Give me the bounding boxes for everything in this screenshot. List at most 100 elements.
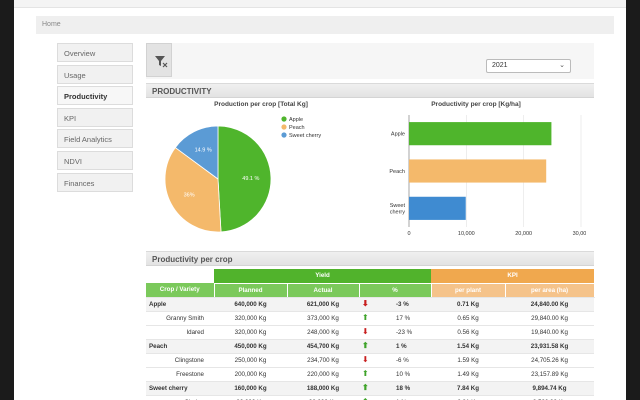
- table-row[interactable]: Clingstone 250,000 Kg 234,700 Kg ⬇ -6 % 1.59 …: [146, 353, 595, 368]
- filter-bar: 2021 ⌄: [146, 43, 594, 79]
- pie-data-label: 14.9 %: [195, 148, 212, 154]
- cell-per-area: 19,840.00 Kg: [505, 325, 595, 340]
- cell-per-area: 24,705.26 Kg: [505, 353, 595, 368]
- cell-crop-name: Granny Smith: [146, 311, 214, 326]
- cell-per-plant: 0.56 Kg: [431, 325, 506, 340]
- bar-chart-title: Productivity per crop [Kg/ha]: [431, 101, 521, 108]
- pie-data-label: 49.1 %: [242, 176, 259, 182]
- cell-per-area: 8,526.32 Kg: [505, 395, 595, 400]
- col-header-per-area: per area (ha): [505, 283, 595, 298]
- pie-slice-peach[interactable]: [164, 147, 222, 233]
- productivity-section-header: PRODUCTIVITY: [146, 83, 594, 98]
- cell-per-plant: 6.81 Kg: [431, 395, 506, 400]
- cell-trend: ⬇ -6 %: [359, 353, 432, 368]
- cell-percent: -3 %: [396, 301, 409, 308]
- cell-per-plant: 1.54 Kg: [431, 339, 506, 354]
- cell-percent: 1 %: [396, 343, 407, 350]
- breadcrumb-home-link[interactable]: Home: [42, 21, 61, 28]
- cell-crop-name: Clingstone: [146, 353, 214, 368]
- cell-planned: 200,000 Kg: [214, 367, 287, 382]
- sidebar-item-productivity[interactable]: Productivity: [57, 86, 133, 106]
- device-frame-left: [0, 0, 14, 400]
- cell-per-area: 9,894.74 Kg: [505, 381, 595, 396]
- pie-slice-apple[interactable]: [217, 125, 272, 233]
- cell-planned: 640,000 Kg: [214, 297, 287, 312]
- arrow-up-icon: ⬆: [362, 383, 369, 392]
- sidebar-item-finances[interactable]: Finances: [57, 172, 133, 192]
- col-header-planned: Planned: [214, 283, 288, 298]
- bar-x-tick-label: 30,000: [573, 231, 586, 237]
- pie-slice-sweet-cherry[interactable]: [174, 125, 219, 180]
- cell-percent: -23 %: [396, 329, 413, 336]
- clear-filter-button[interactable]: [146, 43, 172, 77]
- bar-sweet-cherry[interactable]: [409, 196, 466, 220]
- cell-per-area: 24,840.00 Kg: [505, 297, 595, 312]
- table-row[interactable]: Chelan80,000 Kg98,000 Kg⬆1 %6.81 Kg8,526…: [146, 395, 595, 400]
- cell-per-area: 23,931.58 Kg: [505, 339, 595, 354]
- col-header-crop: Crop / Variety: [146, 283, 215, 298]
- arrow-up-icon: ⬆: [362, 341, 369, 350]
- yield-group-header: Yield: [214, 269, 432, 284]
- bar-x-tick-label: 0: [407, 231, 410, 237]
- breadcrumb: Home: [36, 16, 614, 34]
- year-select[interactable]: 2021 ⌄: [486, 59, 571, 73]
- arrow-up-icon: ⬆: [362, 369, 369, 378]
- cell-crop-name: Freestone: [146, 367, 214, 382]
- table-row[interactable]: Peach 450,000 Kg 454,700 Kg ⬆ 1 % 1.54 Kg 23,9…: [146, 339, 595, 354]
- device-frame-right: [626, 0, 640, 400]
- cell-planned: 160,000 Kg: [214, 381, 287, 396]
- cell-trend: ⬇ -23 %: [359, 325, 432, 340]
- col-header-per-plant: per plant: [431, 283, 506, 298]
- chevron-down-icon: ⌄: [559, 62, 565, 69]
- cell-per-plant: 0.65 Kg: [431, 311, 506, 326]
- app-screen: Home Overview Usage Productivity KPI Fie…: [14, 0, 626, 400]
- cell-planned: 80,000 Kg: [214, 395, 287, 400]
- bar-x-tick-label: 20,000: [515, 231, 532, 237]
- sidebar-item-overview[interactable]: Overview: [57, 43, 133, 62]
- sidebar-item-field-analytics[interactable]: Field Analytics: [57, 129, 133, 149]
- cell-actual: 373,000 Kg: [287, 311, 359, 326]
- cell-actual: 234,700 Kg: [287, 353, 359, 368]
- cell-crop-name: Chelan: [146, 395, 214, 400]
- arrow-down-icon: ⬇: [362, 299, 369, 308]
- cell-actual: 248,000 Kg: [287, 325, 359, 340]
- arrow-down-icon: ⬇: [362, 327, 369, 336]
- sidebar-item-usage[interactable]: Usage: [57, 64, 133, 84]
- pie-data-label: 36%: [184, 193, 195, 199]
- legend-label: Sweet cherry: [289, 133, 321, 139]
- cell-per-area: 23,157.89 Kg: [505, 367, 595, 382]
- cell-trend: ⬆ 17 %: [359, 311, 432, 326]
- table-row[interactable]: Apple 640,000 Kg 621,000 Kg ⬇ -3 % 0.71 Kg 24,…: [146, 297, 595, 312]
- cell-actual: 621,000 Kg: [287, 297, 359, 312]
- col-header-percent: %: [359, 283, 432, 298]
- cell-planned: 450,000 Kg: [214, 339, 287, 354]
- legend-swatch: [281, 124, 287, 130]
- table-row[interactable]: Freestone 200,000 Kg 220,000 Kg ⬆ 10 % 1.49 K…: [146, 367, 595, 382]
- cell-percent: -6 %: [396, 357, 409, 364]
- pie-chart-title: Production per crop [Total Kg]: [214, 101, 308, 108]
- table-row[interactable]: Sweet cherry 160,000 Kg 188,000 Kg ⬆ 18 % 7.8…: [146, 381, 595, 396]
- cell-per-plant: 1.49 Kg: [431, 367, 506, 382]
- cell-actual: 454,700 Kg: [287, 339, 359, 354]
- year-select-value: 2021: [492, 62, 508, 69]
- legend-label: Peach: [289, 125, 305, 131]
- sidebar: Overview Usage Productivity KPI Field An…: [57, 43, 133, 194]
- table-row[interactable]: Idared 320,000 Kg 248,000 Kg ⬇ -23 % 0.56 Kg 1…: [146, 325, 595, 340]
- legend-label: Apple: [289, 117, 303, 123]
- sidebar-item-kpi[interactable]: KPI: [57, 107, 133, 127]
- cell-per-plant: 1.59 Kg: [431, 353, 506, 368]
- top-bar: [14, 0, 626, 8]
- arrow-up-icon: ⬆: [362, 313, 369, 322]
- sidebar-item-ndvi[interactable]: NDVI: [57, 150, 133, 170]
- bar-category-label: Peach: [389, 169, 405, 175]
- cell-trend: ⬇ -3 %: [359, 297, 432, 312]
- col-header-actual: Actual: [287, 283, 360, 298]
- bar-peach[interactable]: [409, 159, 547, 183]
- bar-apple[interactable]: [409, 122, 552, 146]
- table-row[interactable]: Granny Smith 320,000 Kg 373,000 Kg ⬆ 17 % 0.6…: [146, 311, 595, 326]
- cell-planned: 250,000 Kg: [214, 353, 287, 368]
- cell-trend: ⬆ 1 %: [359, 339, 432, 354]
- cell-per-area: 29,840.00 Kg: [505, 311, 595, 326]
- arrow-down-icon: ⬇: [362, 355, 369, 364]
